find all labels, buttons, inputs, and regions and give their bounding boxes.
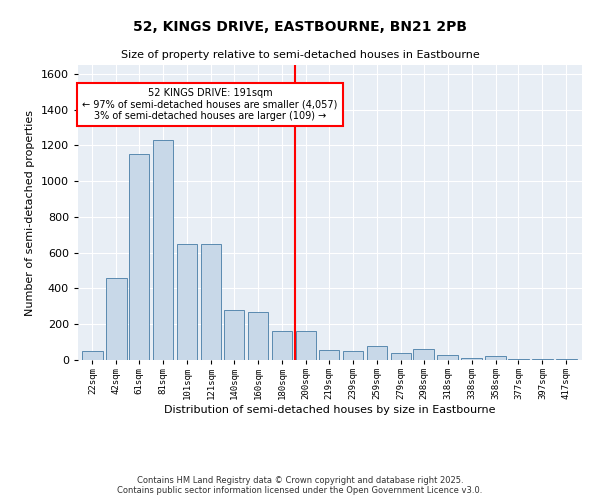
Bar — [391, 353, 411, 360]
Bar — [461, 358, 482, 360]
Bar — [319, 350, 339, 360]
Bar — [296, 330, 316, 360]
Bar — [129, 154, 149, 360]
Bar — [485, 356, 506, 360]
Y-axis label: Number of semi-detached properties: Number of semi-detached properties — [25, 110, 35, 316]
Bar — [413, 350, 434, 360]
Bar — [106, 278, 127, 360]
X-axis label: Distribution of semi-detached houses by size in Eastbourne: Distribution of semi-detached houses by … — [164, 405, 496, 415]
Bar — [556, 359, 577, 360]
Text: 52, KINGS DRIVE, EASTBOURNE, BN21 2PB: 52, KINGS DRIVE, EASTBOURNE, BN21 2PB — [133, 20, 467, 34]
Bar — [201, 244, 221, 360]
Bar — [153, 140, 173, 360]
Bar — [437, 354, 458, 360]
Text: 52 KINGS DRIVE: 191sqm
← 97% of semi-detached houses are smaller (4,057)
3% of s: 52 KINGS DRIVE: 191sqm ← 97% of semi-det… — [82, 88, 338, 122]
Bar — [532, 359, 553, 360]
Bar — [367, 346, 387, 360]
Bar — [224, 310, 244, 360]
Bar — [272, 330, 292, 360]
Text: Contains HM Land Registry data © Crown copyright and database right 2025.
Contai: Contains HM Land Registry data © Crown c… — [118, 476, 482, 495]
Bar — [82, 351, 103, 360]
Bar — [508, 359, 529, 360]
Bar — [343, 351, 363, 360]
Text: Size of property relative to semi-detached houses in Eastbourne: Size of property relative to semi-detach… — [121, 50, 479, 60]
Bar — [248, 312, 268, 360]
Bar — [177, 244, 197, 360]
